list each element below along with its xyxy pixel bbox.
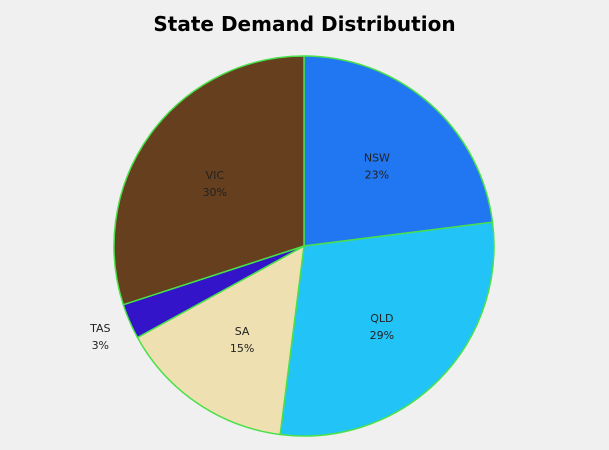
- pie-slices: [113, 55, 495, 437]
- slice-percent-label: 29%: [370, 329, 394, 342]
- chart-title: State Demand Distribution: [153, 12, 456, 36]
- slice-category-label: TAS: [89, 322, 110, 335]
- pie-slice-nsw: [303, 55, 494, 247]
- slice-category-label: VIC: [206, 169, 225, 182]
- slice-percent-label: 23%: [365, 168, 389, 181]
- slice-labels: NSW 23% QLD 29% SA 15% TAS 3% VIC 30%: [89, 151, 394, 355]
- slice-percent-label: 15%: [230, 342, 254, 355]
- slice-category-label: NSW: [364, 151, 390, 164]
- slice-category-label: SA: [235, 325, 250, 338]
- pie-slice-qld: [279, 221, 495, 437]
- slice-category-label: QLD: [370, 312, 393, 325]
- slice-percent-label: 3%: [92, 339, 109, 352]
- slice-percent-label: 30%: [203, 186, 227, 199]
- pie-slice-vic: [113, 55, 305, 306]
- pie-slice-sa: [136, 245, 305, 436]
